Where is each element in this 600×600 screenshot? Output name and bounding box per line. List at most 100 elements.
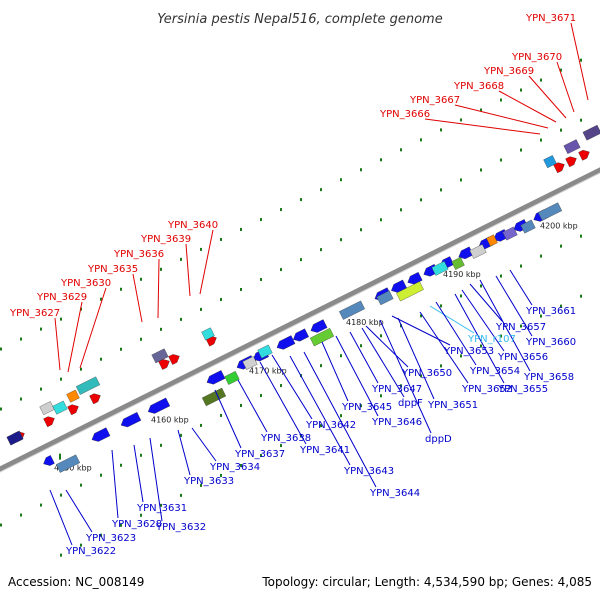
leader-line xyxy=(335,335,379,417)
gene-label-reverse[interactable]: YPN_3631 xyxy=(136,503,187,514)
guide-dot xyxy=(420,374,422,378)
gene-label-reverse[interactable]: YPN_3628 xyxy=(111,519,162,530)
guide-dot xyxy=(140,513,142,517)
guide-dot xyxy=(560,68,562,72)
gene-label-forward[interactable]: YPN_3640 xyxy=(167,220,218,231)
gene-feature xyxy=(451,256,465,270)
gene-label-reverse[interactable]: YPN_3661 xyxy=(525,306,576,317)
gene-label-forward[interactable]: YPN_3669 xyxy=(483,66,534,77)
gene-label-reverse[interactable]: dppF xyxy=(398,398,423,409)
guide-dot xyxy=(40,327,42,331)
gene-label-reverse[interactable]: YPN_3656 xyxy=(497,352,548,363)
guide-dot xyxy=(340,238,342,242)
gene-label-reverse[interactable]: YPN_3647 xyxy=(371,384,422,395)
guide-dot xyxy=(160,327,162,331)
gene-label-reverse[interactable]: YPN_3644 xyxy=(369,488,420,499)
gene-feature xyxy=(391,279,407,293)
gene-label-reverse[interactable]: YPN_3632 xyxy=(155,522,206,533)
genome-backbone-shadow xyxy=(0,172,600,473)
map-title: Yersinia pestis Nepal516, complete genom… xyxy=(157,12,442,27)
gene-label-forward[interactable]: YPN_3666 xyxy=(379,109,430,120)
gene-label-reverse[interactable]: YPN_3651 xyxy=(427,400,478,411)
gene-feature xyxy=(537,202,563,221)
guide-dot xyxy=(60,553,62,557)
gene-feature xyxy=(578,149,590,161)
gene-label-reverse[interactable]: YPN_3641 xyxy=(299,445,350,456)
guide-dot xyxy=(320,188,322,192)
gene-label-forward[interactable]: YPN_3639 xyxy=(140,234,191,245)
guide-dot xyxy=(340,414,342,418)
gene-feature xyxy=(39,401,55,416)
guide-dot xyxy=(420,138,422,142)
gene-label-reverse[interactable]: YPN_3652 xyxy=(461,384,512,395)
guide-dot xyxy=(300,198,302,202)
guide-dot xyxy=(520,88,522,92)
guide-dot xyxy=(280,268,282,272)
gene-label-forward[interactable]: YPN_3635 xyxy=(87,264,138,275)
gene-label-forward[interactable]: YPN_3627 xyxy=(9,308,60,319)
guide-dot xyxy=(240,403,242,407)
gene-label-reverse[interactable]: YPN_3643 xyxy=(343,466,394,477)
gene-label-reverse[interactable]: YPN_3638 xyxy=(260,433,311,444)
gene-label-forward[interactable]: YPN_3629 xyxy=(36,292,87,303)
guide-dot xyxy=(540,254,542,258)
label-leaders xyxy=(49,22,589,546)
leader-line xyxy=(49,489,73,546)
leader-line xyxy=(303,351,377,488)
gene-feature xyxy=(168,354,180,365)
genome-summary-text: Topology: circular; Length: 4,534,590 bp… xyxy=(261,575,592,589)
guide-dot xyxy=(580,58,582,62)
guide-dot xyxy=(480,168,482,172)
leader-line xyxy=(199,229,214,295)
guide-dot xyxy=(500,158,502,162)
guide-dot xyxy=(540,78,542,82)
guide-dot xyxy=(540,314,542,318)
guide-dot xyxy=(500,274,502,278)
gene-feature xyxy=(339,300,365,320)
gene-label-reverse[interactable]: YPN_r107 xyxy=(467,334,516,345)
gene-label-reverse[interactable]: dppD xyxy=(425,434,452,445)
gene-label-reverse[interactable]: YPN_3650 xyxy=(401,368,452,379)
gene-label-reverse[interactable]: YPN_3660 xyxy=(525,337,576,348)
gene-label-reverse[interactable]: YPN_3646 xyxy=(371,417,422,428)
gene-label-forward[interactable]: YPN_3667 xyxy=(409,95,460,106)
gene-label-forward[interactable]: YPN_3630 xyxy=(60,278,111,289)
guide-dot xyxy=(560,244,562,248)
gene-label-reverse[interactable]: YPN_3642 xyxy=(305,420,356,431)
gene-label-reverse[interactable]: YPN_3622 xyxy=(65,546,116,557)
guide-dot xyxy=(140,277,142,281)
gene-label-reverse[interactable]: YPN_3655 xyxy=(497,384,548,395)
gene-label-reverse[interactable]: YPN_3658 xyxy=(523,372,574,383)
guide-dot xyxy=(0,347,2,351)
guide-dot xyxy=(220,413,222,417)
gene-feature xyxy=(520,219,536,234)
gene-label-reverse[interactable]: YPN_3637 xyxy=(234,449,285,460)
gene-label-forward[interactable]: YPN_3670 xyxy=(511,52,562,63)
gene-label-forward[interactable]: YPN_3668 xyxy=(453,81,504,92)
gene-labels: YPN_3627 YPN_3629 YPN_3630 YPN_3635 YPN_3636… xyxy=(9,13,576,557)
gene-label-reverse[interactable]: YPN_3657 xyxy=(495,322,546,333)
gene-label-forward[interactable]: YPN_3671 xyxy=(525,13,576,24)
leader-line xyxy=(570,22,589,101)
guide-dot xyxy=(160,443,162,447)
gene-feature xyxy=(67,404,79,416)
gene-label-reverse[interactable]: YPN_3634 xyxy=(209,462,260,473)
tick-label: 4180 kbp xyxy=(346,318,384,327)
guide-dot xyxy=(60,317,62,321)
gene-label-reverse[interactable]: YPN_3653 xyxy=(443,346,494,357)
guide-dot xyxy=(320,424,322,428)
gene-label-reverse[interactable]: YPN_3623 xyxy=(85,533,136,544)
leader-line xyxy=(391,315,451,346)
gene-feature xyxy=(75,376,101,395)
leader-line xyxy=(177,429,191,476)
gene-label-reverse[interactable]: YPN_3645 xyxy=(341,402,392,413)
leader-line xyxy=(111,449,119,519)
guide-dot xyxy=(380,158,382,162)
guide-dot xyxy=(200,247,202,251)
gene-label-forward[interactable]: YPN_3636 xyxy=(113,249,164,260)
gene-feature xyxy=(276,335,296,350)
gene-label-reverse[interactable]: YPN_3633 xyxy=(183,476,234,487)
leader-line xyxy=(67,301,83,373)
leader-line xyxy=(132,273,143,323)
gene-label-reverse[interactable]: YPN_3654 xyxy=(469,366,520,377)
